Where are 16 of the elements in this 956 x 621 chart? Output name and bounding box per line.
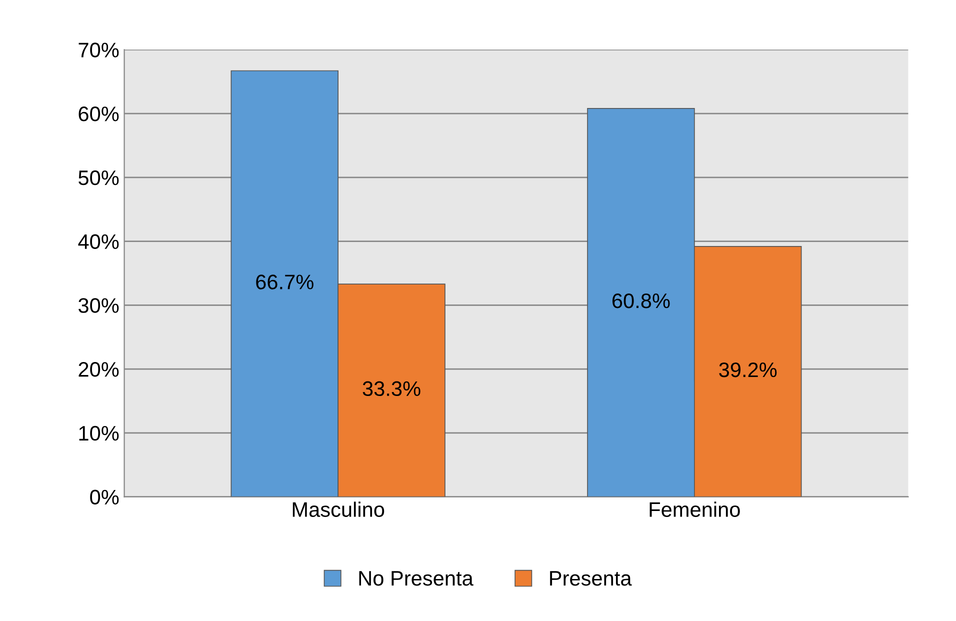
data-label: 39.2% [719, 362, 777, 378]
x-tick-label: Masculino [292, 502, 384, 517]
y-tick-label: 40% [78, 234, 119, 250]
data-label: 66.7% [256, 274, 314, 290]
y-tick-label: 50% [78, 170, 119, 186]
data-label: 60.8% [612, 293, 670, 308]
y-tick-label: 0% [90, 490, 119, 505]
y-tick-label: 70% [78, 42, 119, 58]
x-tick-label: Femenino [650, 502, 740, 517]
legend-label: No Presenta [359, 571, 474, 586]
y-tick-label: 30% [78, 298, 119, 313]
y-tick-label: 60% [78, 106, 119, 122]
y-tick-label: 10% [79, 426, 119, 441]
legend-label: Presenta [550, 571, 632, 586]
y-tick-label: 20% [78, 362, 119, 377]
data-label: 33.3% [362, 381, 420, 396]
